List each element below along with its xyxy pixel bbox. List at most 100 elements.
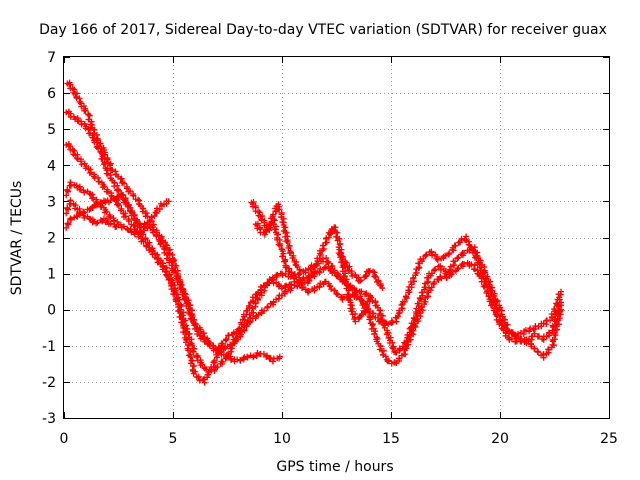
data-point bbox=[356, 278, 363, 285]
data-point bbox=[140, 238, 147, 245]
data-point bbox=[270, 299, 277, 306]
data-point bbox=[414, 316, 421, 323]
data-point bbox=[316, 255, 323, 262]
data-point bbox=[394, 313, 401, 320]
data-point bbox=[515, 330, 522, 337]
data-point bbox=[347, 293, 354, 300]
data-point bbox=[261, 231, 268, 238]
data-point bbox=[193, 354, 200, 361]
data-point bbox=[223, 336, 230, 343]
data-point bbox=[455, 265, 462, 272]
data-point bbox=[265, 223, 272, 230]
data-series-track-9 bbox=[335, 249, 386, 292]
data-point bbox=[366, 295, 373, 302]
data-point bbox=[247, 318, 254, 325]
data-point bbox=[334, 291, 341, 298]
x-tick-label: 25 bbox=[600, 431, 618, 447]
data-point bbox=[353, 287, 360, 294]
data-point bbox=[456, 239, 463, 246]
data-point bbox=[305, 288, 312, 295]
data-point bbox=[331, 287, 338, 294]
data-point bbox=[437, 264, 444, 271]
data-point bbox=[410, 314, 417, 321]
data-point bbox=[143, 243, 150, 250]
data-point bbox=[405, 287, 412, 294]
data-point bbox=[279, 219, 286, 226]
data-point bbox=[94, 219, 101, 226]
data-point bbox=[366, 267, 373, 274]
data-point bbox=[348, 308, 355, 315]
data-point bbox=[279, 272, 286, 279]
data-point bbox=[215, 350, 222, 357]
data-point bbox=[89, 134, 96, 141]
data-point bbox=[141, 220, 148, 227]
data-point bbox=[271, 226, 278, 233]
data-point bbox=[311, 285, 318, 292]
data-point bbox=[482, 269, 489, 276]
data-point bbox=[165, 198, 172, 205]
data-point bbox=[379, 285, 386, 292]
data-point bbox=[117, 207, 124, 214]
data-point bbox=[442, 252, 449, 259]
data-point bbox=[86, 206, 93, 213]
data-point bbox=[94, 174, 101, 181]
y-tick-label: 3 bbox=[47, 194, 56, 210]
data-point bbox=[101, 183, 108, 190]
data-point bbox=[107, 220, 114, 227]
data-point bbox=[284, 238, 291, 245]
data-point bbox=[237, 331, 244, 338]
data-point bbox=[437, 266, 444, 273]
data-point bbox=[396, 355, 403, 362]
data-point bbox=[357, 296, 364, 303]
data-point bbox=[243, 322, 250, 329]
data-point bbox=[357, 277, 364, 284]
data-point bbox=[120, 191, 127, 198]
data-point bbox=[237, 326, 244, 333]
data-point bbox=[94, 201, 101, 208]
data-point bbox=[190, 362, 197, 369]
data-series-track-7 bbox=[248, 199, 303, 273]
data-point bbox=[123, 185, 130, 192]
data-point bbox=[429, 252, 436, 259]
data-point bbox=[276, 353, 283, 360]
data-series-track-8 bbox=[252, 216, 373, 325]
data-point bbox=[237, 319, 244, 326]
data-point bbox=[78, 161, 85, 168]
data-point bbox=[531, 345, 538, 352]
data-point bbox=[200, 330, 207, 337]
data-point bbox=[410, 275, 417, 282]
data-point bbox=[287, 249, 294, 256]
data-point bbox=[452, 242, 459, 249]
data-point bbox=[340, 293, 347, 300]
data-series-track-4 bbox=[63, 179, 283, 365]
data-series-track-6 bbox=[63, 197, 120, 230]
data-point bbox=[380, 347, 387, 354]
data-point bbox=[363, 291, 370, 298]
data-point bbox=[93, 220, 100, 227]
data-point bbox=[463, 237, 470, 244]
data-point bbox=[162, 271, 169, 278]
y-tick-label: -2 bbox=[42, 375, 56, 391]
data-point bbox=[468, 261, 475, 268]
data-point bbox=[169, 262, 176, 269]
data-point bbox=[264, 303, 271, 310]
data-point bbox=[527, 325, 534, 332]
data-point bbox=[120, 223, 127, 230]
data-point bbox=[312, 268, 319, 275]
data-point bbox=[443, 275, 450, 282]
data-point bbox=[133, 216, 140, 223]
data-point bbox=[100, 161, 107, 168]
data-point bbox=[490, 307, 497, 314]
data-point bbox=[387, 334, 394, 341]
data-point bbox=[261, 282, 268, 289]
data-point bbox=[553, 326, 560, 333]
data-point bbox=[343, 259, 350, 266]
data-point bbox=[125, 217, 132, 224]
data-point bbox=[558, 306, 565, 313]
data-point bbox=[134, 228, 141, 235]
data-point bbox=[211, 357, 218, 364]
data-point bbox=[113, 223, 120, 230]
data-point bbox=[269, 358, 276, 365]
plot-frame bbox=[63, 56, 610, 419]
data-point bbox=[112, 196, 119, 203]
